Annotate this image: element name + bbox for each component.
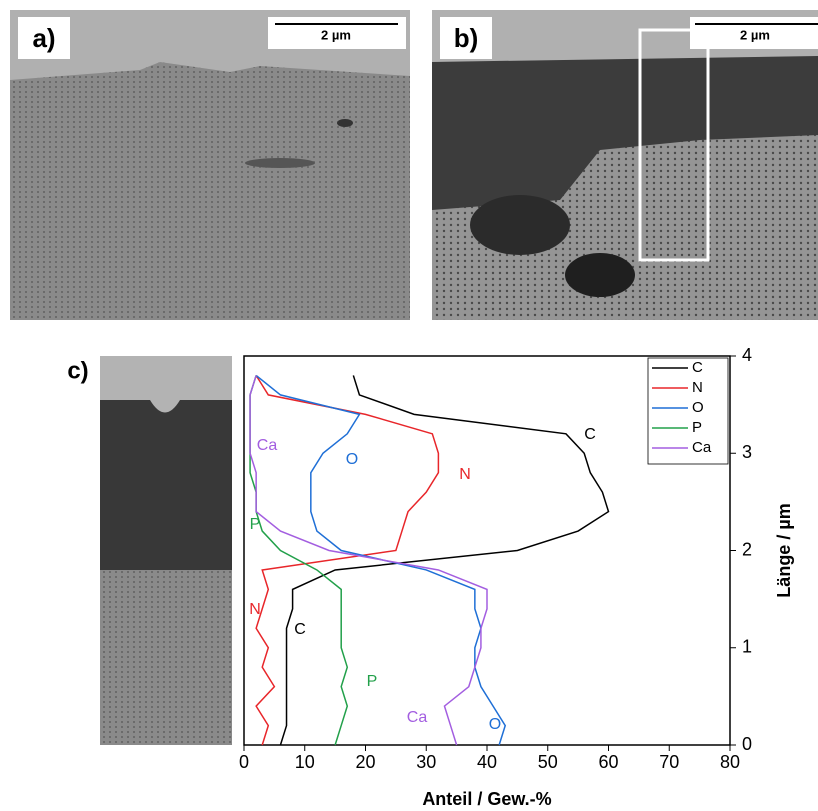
legend-label: P [692, 419, 702, 436]
y-tick-label: 2 [742, 539, 752, 559]
legend-label: O [692, 399, 704, 416]
series-annotation: O [489, 716, 501, 733]
legend-label: N [692, 379, 703, 396]
panel-label: b) [454, 23, 479, 53]
series-annotation: C [294, 621, 306, 638]
x-tick-label: 60 [598, 752, 618, 772]
series-annotation: N [459, 466, 471, 483]
series-annotation: P [250, 516, 261, 533]
y-tick-label: 1 [742, 637, 752, 657]
panel-label: a) [32, 23, 55, 53]
series-annotation: Ca [407, 709, 428, 726]
x-tick-label: 0 [239, 752, 249, 772]
x-tick-label: 70 [659, 752, 679, 772]
sem-image-c: c) [67, 356, 232, 745]
x-tick-label: 50 [538, 752, 558, 772]
panel-label: c) [67, 357, 88, 384]
series-annotation: C [584, 426, 596, 443]
x-tick-label: 20 [355, 752, 375, 772]
legend-box [647, 357, 729, 465]
legend-label: C [692, 359, 703, 376]
y-tick-label: 3 [742, 442, 752, 462]
x-tick-label: 40 [477, 752, 497, 772]
series-annotation: N [249, 601, 261, 618]
scale-bar-label: 2 µm [740, 27, 770, 42]
series-line [255, 375, 440, 746]
series-annotation: P [367, 673, 378, 690]
x-tick-label: 30 [416, 752, 436, 772]
series-line [279, 375, 610, 746]
x-axis-title: Anteil / Gew.-% [422, 789, 551, 809]
sem-image-a: a) 2 µm [10, 10, 410, 320]
y-axis-title: Länge / µm [774, 503, 794, 597]
y-tick-label: 4 [742, 345, 752, 365]
x-tick-label: 10 [295, 752, 315, 772]
scale-bar-label: 2 µm [321, 27, 351, 42]
series-annotation: Ca [257, 437, 278, 454]
y-tick-label: 0 [742, 734, 752, 754]
series-annotation: O [346, 451, 358, 468]
series-line [249, 375, 488, 746]
legend-label: Ca [692, 439, 712, 456]
sem-image-b: b) 2 µm [432, 10, 818, 320]
x-tick-label: 80 [720, 752, 740, 772]
